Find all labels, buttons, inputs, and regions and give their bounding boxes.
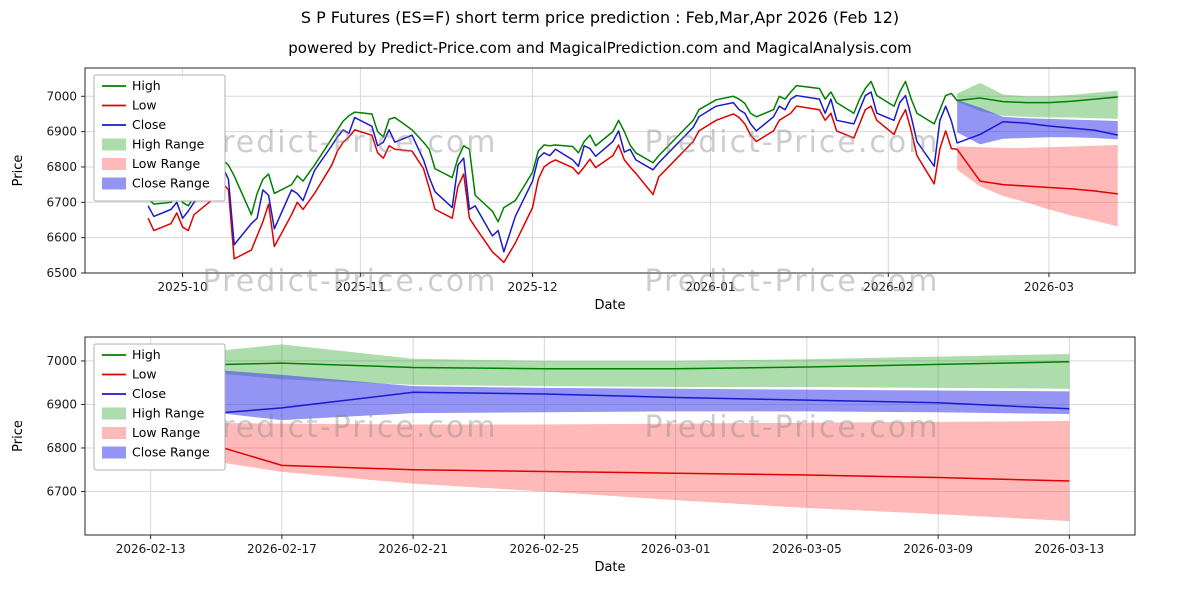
legend-swatch-close-range bbox=[102, 446, 126, 459]
y-tick-label: 6700 bbox=[46, 195, 77, 209]
legend-box bbox=[93, 74, 226, 202]
x-tick-label: 2026-03-01 bbox=[641, 542, 711, 556]
legend-label: High bbox=[132, 78, 161, 93]
x-axis-label: Date bbox=[594, 560, 625, 575]
close-line bbox=[147, 91, 1118, 253]
legend-box bbox=[93, 343, 226, 471]
watermark-text: Predict-Price.com bbox=[203, 125, 498, 160]
y-tick-label: 6700 bbox=[46, 484, 77, 498]
x-axis-label: Date bbox=[594, 298, 625, 313]
legend-label: Close Range bbox=[132, 445, 210, 460]
watermark-text: Predict-Price.com bbox=[203, 410, 498, 445]
high-line bbox=[150, 361, 1070, 370]
x-tick-label: 2026-03 bbox=[1024, 280, 1074, 294]
y-axis-label: Price bbox=[11, 155, 26, 187]
plot-border bbox=[84, 67, 1136, 274]
legend-label: Low Range bbox=[132, 425, 201, 440]
legend-label: Close Range bbox=[132, 176, 210, 191]
legend-label: High bbox=[132, 347, 161, 362]
chart-title: S P Futures (ES=F) short term price pred… bbox=[300, 8, 900, 27]
low-range-band bbox=[150, 420, 1070, 522]
legend-swatch-high-range bbox=[102, 138, 126, 151]
x-tick-label: 2026-01 bbox=[685, 280, 735, 294]
legend-label: Low bbox=[132, 98, 157, 113]
y-tick-label: 6600 bbox=[46, 231, 77, 245]
price-history-panel: 6500 6600 6700 6800 6900 7000 2025-10 2025-11 20… bbox=[11, 67, 1136, 313]
legend-swatch-low-range bbox=[102, 158, 126, 170]
x-tick-label: 2026-02 bbox=[863, 280, 913, 294]
legend-label: Close bbox=[132, 386, 166, 401]
legend-label: Close bbox=[132, 117, 166, 132]
chart-subtitle: powered by Predict-Price.com and Magical… bbox=[288, 39, 912, 57]
legend-swatch-close-range bbox=[102, 177, 126, 190]
legend: High Low Close High Range Low Range Close Ran… bbox=[93, 343, 226, 471]
legend-label: High Range bbox=[132, 137, 205, 152]
x-tick-label: 2026-02-21 bbox=[378, 542, 448, 556]
legend-label: High Range bbox=[132, 406, 205, 421]
axis-ticks: 6500 6600 6700 6800 6900 7000 2025-10 2025-11 20… bbox=[46, 89, 1074, 294]
low-range-band bbox=[957, 145, 1118, 227]
watermark-text: Predict-Price.com bbox=[203, 264, 498, 299]
high-range-band bbox=[150, 344, 1070, 389]
x-tick-label: 2026-03-05 bbox=[772, 542, 842, 556]
y-tick-label: 7000 bbox=[46, 354, 77, 368]
close-range-band bbox=[150, 365, 1070, 421]
plot-border bbox=[84, 336, 1136, 536]
legend-label: Low bbox=[132, 367, 157, 382]
watermark-text: Predict-Price.com bbox=[645, 125, 940, 160]
watermark-text: Predict-Price.com bbox=[645, 264, 940, 299]
x-tick-label: 2026-02-17 bbox=[247, 542, 317, 556]
x-tick-label: 2025-12 bbox=[507, 280, 557, 294]
high-range-band bbox=[957, 82, 1118, 119]
low-line bbox=[150, 425, 1070, 482]
x-tick-label: 2025-10 bbox=[157, 280, 207, 294]
y-tick-label: 7000 bbox=[46, 89, 77, 103]
low-line bbox=[147, 105, 1118, 264]
legend-label: Low Range bbox=[132, 156, 201, 171]
close-range-band bbox=[957, 99, 1118, 145]
x-tick-label: 2026-03-13 bbox=[1035, 542, 1105, 556]
y-tick-label: 6800 bbox=[46, 160, 77, 174]
watermark-text: Predict-Price.com bbox=[645, 410, 940, 445]
legend-swatch-low-range bbox=[102, 427, 126, 439]
x-tick-label: 2026-02-25 bbox=[510, 542, 580, 556]
legend: High Low Close High Range Low Range Close Ran… bbox=[93, 74, 226, 202]
y-axis-label: Price bbox=[11, 420, 26, 452]
x-tick-label: 2026-02-13 bbox=[116, 542, 186, 556]
y-tick-label: 6800 bbox=[46, 441, 77, 455]
forecast-detail-panel: 6700 6800 6900 7000 2026-02-13 2026-02-17 2026… bbox=[11, 336, 1136, 575]
y-tick-label: 6900 bbox=[46, 125, 77, 139]
legend-swatch-high-range bbox=[102, 407, 126, 420]
x-tick-label: 2026-03-09 bbox=[903, 542, 973, 556]
axis-ticks: 6700 6800 6900 7000 2026-02-13 2026-02-17 2026… bbox=[46, 354, 1104, 556]
close-line bbox=[150, 391, 1070, 420]
y-tick-label: 6900 bbox=[46, 397, 77, 411]
y-tick-label: 6500 bbox=[46, 266, 77, 280]
x-tick-label: 2025-11 bbox=[335, 280, 385, 294]
high-line bbox=[147, 80, 1118, 223]
